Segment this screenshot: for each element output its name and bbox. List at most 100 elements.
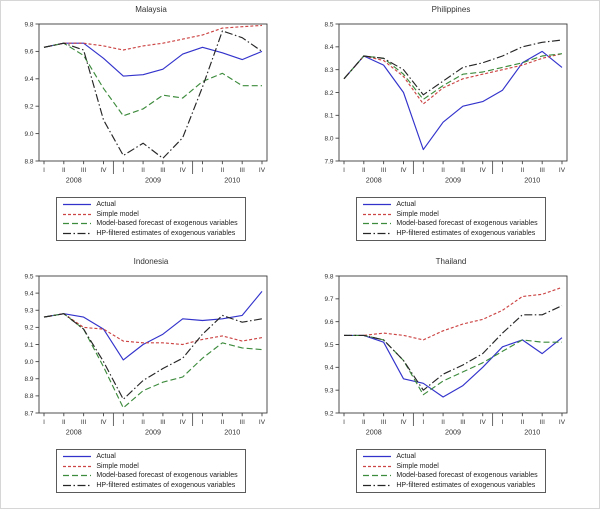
svg-text:IV: IV xyxy=(400,167,407,174)
svg-text:7.9: 7.9 xyxy=(324,158,333,165)
legend-line-hp-filtered-icon xyxy=(63,484,92,486)
legend-label-simple-model: Simple model xyxy=(96,462,139,470)
svg-text:8.0: 8.0 xyxy=(324,135,333,142)
svg-text:IV: IV xyxy=(480,167,487,174)
legend-label-model-based: Model-based forecast of exogenous variab… xyxy=(396,220,538,228)
svg-text:9.4: 9.4 xyxy=(24,76,33,83)
svg-text:III: III xyxy=(460,419,466,426)
svg-text:9.2: 9.2 xyxy=(24,325,33,332)
legend-line-hp-filtered-icon xyxy=(363,484,392,486)
svg-text:I: I xyxy=(202,167,204,174)
svg-text:IV: IV xyxy=(100,419,107,426)
legend-label-actual: Actual xyxy=(396,201,416,209)
legend-line-model-based-icon xyxy=(363,223,392,225)
legend-line-actual-icon xyxy=(363,204,392,206)
svg-text:IV: IV xyxy=(559,419,566,426)
legend-line-simple-model-icon xyxy=(363,465,392,467)
legend-label-hp-filtered: HP-filtered estimates of exogenous varia… xyxy=(396,481,536,489)
chart-panel-indonesia: Indonesia 8.7 8.8 8.9 9.0 9.1 9.2 9.3 9.4 9.5 I II… xyxy=(1,253,301,508)
svg-text:9.6: 9.6 xyxy=(24,49,33,56)
svg-text:II: II xyxy=(362,419,366,426)
svg-text:IV: IV xyxy=(480,419,487,426)
legend-item-actual: Actual xyxy=(62,200,237,210)
svg-text:IV: IV xyxy=(100,167,107,174)
legend-line-actual-icon xyxy=(63,456,92,458)
legend-item-hp-filtered: HP-filtered estimates of exogenous varia… xyxy=(362,229,537,239)
svg-text:9.7: 9.7 xyxy=(324,296,333,303)
legend-label-actual: Actual xyxy=(96,453,116,461)
line-chart-philippines: 7.98.08.18.28.38.48.5I II III IV I II III IV I II… xyxy=(324,21,568,185)
svg-text:III: III xyxy=(239,419,245,426)
line-chart-indonesia: 8.78.88.99.09.19.29.39.49.5I II III IV I II II… xyxy=(24,273,268,437)
svg-text:2009: 2009 xyxy=(445,176,461,185)
svg-text:8.3: 8.3 xyxy=(324,67,333,74)
chart-title-indonesia: Indonesia xyxy=(133,257,169,266)
legend-line-simple-model-icon xyxy=(363,213,392,215)
legend-box-thailand: Actual Simple model Model-based forecast… xyxy=(356,449,546,493)
svg-text:9.4: 9.4 xyxy=(24,290,33,297)
legend-line-actual-icon xyxy=(63,204,92,206)
svg-text:8.1: 8.1 xyxy=(324,113,333,120)
chart-panel-philippines: Philippines 7.9 8.0 8.1 8.2 8.3 8.4 8.5 I II III I… xyxy=(301,1,599,253)
legend-box-philippines: Actual Simple model Model-based forecast… xyxy=(356,197,546,241)
legend-line-model-based-icon xyxy=(63,223,92,225)
svg-text:I: I xyxy=(422,419,424,426)
legend-line-hp-filtered-icon xyxy=(63,232,92,234)
svg-text:8.2: 8.2 xyxy=(324,90,333,97)
svg-text:IV: IV xyxy=(259,419,266,426)
chart-title-malaysia: Malaysia xyxy=(135,5,167,14)
legend-line-model-based-icon xyxy=(363,475,392,477)
svg-text:9.2: 9.2 xyxy=(24,104,33,111)
legend-item-actual: Actual xyxy=(62,452,237,462)
svg-text:8.4: 8.4 xyxy=(324,44,333,51)
svg-text:I: I xyxy=(343,167,345,174)
legend-box-indonesia: Actual Simple model Model-based forecast… xyxy=(56,449,246,493)
svg-text:I: I xyxy=(422,167,424,174)
svg-text:2009: 2009 xyxy=(145,428,161,437)
svg-text:I: I xyxy=(122,419,124,426)
legend-label-actual: Actual xyxy=(96,201,116,209)
svg-text:III: III xyxy=(539,167,545,174)
legend-line-simple-model-icon xyxy=(63,465,92,467)
svg-text:II: II xyxy=(62,167,66,174)
svg-text:9.8: 9.8 xyxy=(24,21,33,28)
svg-text:9.5: 9.5 xyxy=(24,273,33,280)
legend-box-malaysia: Actual Simple model Model-based forecast… xyxy=(56,197,246,241)
svg-text:IV: IV xyxy=(400,419,407,426)
legend-label-simple-model: Simple model xyxy=(396,462,439,470)
svg-text:II: II xyxy=(62,419,66,426)
legend-label-model-based: Model-based forecast of exogenous variab… xyxy=(396,472,538,480)
svg-text:9.3: 9.3 xyxy=(324,387,333,394)
svg-text:III: III xyxy=(539,419,545,426)
svg-text:III: III xyxy=(81,419,87,426)
svg-text:I: I xyxy=(343,419,345,426)
svg-text:II: II xyxy=(521,167,525,174)
chart-panel-thailand: Thailand 9.2 9.3 9.4 9.5 9.6 9.7 9.8 I II III IV I I… xyxy=(301,253,599,508)
legend-label-model-based: Model-based forecast of exogenous variab… xyxy=(96,472,238,480)
svg-text:9.3: 9.3 xyxy=(24,308,33,315)
legend-item-hp-filtered: HP-filtered estimates of exogenous varia… xyxy=(362,481,537,491)
svg-text:IV: IV xyxy=(559,167,566,174)
svg-text:9.8: 9.8 xyxy=(324,273,333,280)
svg-text:2010: 2010 xyxy=(224,428,240,437)
svg-text:9.0: 9.0 xyxy=(24,131,33,138)
legend-line-simple-model-icon xyxy=(63,213,92,215)
svg-text:II: II xyxy=(362,167,366,174)
legend-label-simple-model: Simple model xyxy=(396,210,439,218)
svg-text:2009: 2009 xyxy=(445,428,461,437)
legend-item-model-based: Model-based forecast of exogenous variab… xyxy=(362,471,538,481)
svg-text:8.9: 8.9 xyxy=(24,376,33,383)
svg-text:9.1: 9.1 xyxy=(24,342,33,349)
line-chart-thailand: 9.29.39.49.59.69.79.8I II III IV I II III IV I II… xyxy=(324,273,568,437)
legend-line-hp-filtered-icon xyxy=(363,232,392,234)
svg-text:III: III xyxy=(160,419,166,426)
legend-item-actual: Actual xyxy=(362,452,537,462)
svg-text:9.5: 9.5 xyxy=(324,342,333,349)
svg-text:I: I xyxy=(43,167,45,174)
svg-text:IV: IV xyxy=(180,167,187,174)
svg-text:III: III xyxy=(381,419,387,426)
svg-text:9.6: 9.6 xyxy=(324,319,333,326)
svg-text:I: I xyxy=(502,167,504,174)
legend-item-simple-model: Simple model xyxy=(362,462,537,472)
